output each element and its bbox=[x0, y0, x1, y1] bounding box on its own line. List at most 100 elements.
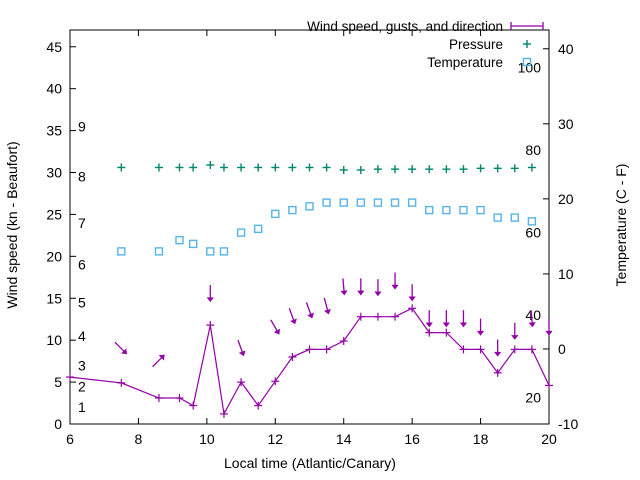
beaufort-label: 6 bbox=[78, 257, 86, 273]
wind-direction-arrow bbox=[357, 278, 365, 296]
arrow-shaft bbox=[270, 319, 279, 333]
beaufort-inner-labels: 1 2 3 4 5 6 7 8 9 bbox=[78, 118, 86, 415]
wind-speed-line bbox=[69, 307, 550, 416]
wind-direction-arrow bbox=[511, 322, 519, 340]
arrow-head bbox=[158, 354, 165, 361]
temperature-marker bbox=[154, 247, 164, 256]
wind-direction-arrow bbox=[391, 272, 399, 290]
y2-axis-title: Temperature (C - F) bbox=[613, 164, 629, 287]
plot-border bbox=[69, 29, 550, 425]
legend-label-0: Wind speed, gusts, and direction bbox=[307, 19, 503, 34]
beaufort-label: 7 bbox=[78, 215, 86, 231]
y-tick-label: 30 bbox=[46, 165, 62, 181]
fahrenheit-label: 80 bbox=[525, 142, 541, 158]
y-axis-title: Wind speed (kn - Beaufort) bbox=[4, 141, 20, 308]
arrow-head bbox=[528, 322, 536, 328]
beaufort-label: 9 bbox=[78, 118, 86, 134]
temperature-marker bbox=[510, 213, 519, 222]
y-tick-label: 20 bbox=[46, 248, 62, 264]
wind-direction-arrow bbox=[288, 308, 297, 325]
arrow-shaft bbox=[305, 302, 312, 316]
wind-direction-arrow bbox=[270, 319, 281, 335]
wind-direction-arrow bbox=[476, 318, 485, 336]
temperature-marker bbox=[356, 198, 366, 207]
arrow-shaft bbox=[342, 278, 345, 293]
arrow-head bbox=[545, 330, 553, 336]
fahrenheit-label: 40 bbox=[525, 307, 541, 323]
arrow-head bbox=[206, 297, 214, 303]
plot-frame bbox=[69, 29, 550, 425]
fahrenheit-label: 60 bbox=[525, 225, 541, 241]
arrow-head bbox=[121, 348, 128, 355]
temperature-marker bbox=[219, 247, 229, 256]
y2-tick-label: 40 bbox=[558, 41, 574, 57]
arrow-head bbox=[307, 312, 315, 319]
wind-direction-arrow bbox=[528, 310, 536, 328]
arrow-head bbox=[273, 328, 281, 335]
y2-tick-label: 30 bbox=[558, 116, 574, 132]
y-axis-ticks: 0 5 10 15 20 25 30 35 40 45 bbox=[46, 39, 76, 432]
y-tick-label: 40 bbox=[46, 81, 62, 97]
x-tick-label: 8 bbox=[135, 431, 143, 447]
fahrenheit-inner-labels: 20 40 60 80 100 bbox=[518, 60, 542, 406]
wind-direction-arrow bbox=[206, 285, 214, 303]
y2-tick-label: -10 bbox=[558, 416, 578, 432]
arrow-head bbox=[476, 330, 485, 336]
temperature-marker bbox=[407, 198, 417, 207]
temperature-marker bbox=[373, 198, 383, 207]
temperature-marker bbox=[390, 198, 400, 207]
beaufort-label: 2 bbox=[78, 378, 86, 394]
y-tick-label: 15 bbox=[46, 290, 62, 306]
x-tick-label: 16 bbox=[404, 431, 420, 447]
y-tick-label: 35 bbox=[46, 123, 62, 139]
wind-direction-arrow bbox=[340, 278, 348, 296]
arrow-head bbox=[459, 322, 468, 328]
arrow-head bbox=[391, 284, 399, 290]
temperature-marker bbox=[527, 217, 537, 226]
wind-direction-arrow bbox=[494, 339, 502, 357]
arrow-shaft bbox=[152, 356, 163, 368]
beaufort-label: 8 bbox=[78, 169, 86, 185]
temperature-marker bbox=[305, 202, 314, 211]
temperature-marker bbox=[476, 205, 485, 215]
arrow-head bbox=[374, 291, 382, 297]
y-tick-label: 10 bbox=[46, 332, 62, 348]
x-tick-label: 10 bbox=[199, 431, 215, 447]
wind-direction-arrow bbox=[114, 341, 128, 355]
beaufort-label: 4 bbox=[78, 328, 86, 344]
arrow-shaft bbox=[530, 310, 533, 325]
wind-direction-arrow bbox=[305, 302, 315, 319]
arrow-head bbox=[494, 351, 502, 357]
arrow-head bbox=[442, 322, 450, 328]
beaufort-label: 3 bbox=[78, 357, 86, 373]
arrow-head bbox=[357, 290, 365, 296]
x-axis-title: Local time (Atlantic/Canary) bbox=[224, 455, 396, 471]
temperature-marker bbox=[117, 247, 126, 256]
legend-label-2: Temperature bbox=[427, 55, 503, 70]
wind-direction-arrow bbox=[442, 310, 450, 328]
wind-direction-arrow bbox=[374, 279, 382, 297]
fahrenheit-label: 100 bbox=[518, 60, 542, 76]
legend-sample-square bbox=[522, 57, 532, 67]
temperature-marker bbox=[288, 205, 297, 215]
arrow-shaft bbox=[237, 339, 244, 354]
temperature-marker bbox=[175, 235, 184, 245]
temperature-marker bbox=[206, 247, 215, 256]
x-axis-ticks: 6 8 10 12 14 16 18 20 bbox=[66, 30, 557, 447]
y-tick-label: 45 bbox=[46, 39, 62, 55]
temperature-marker bbox=[271, 209, 280, 219]
arrow-head bbox=[238, 350, 246, 357]
wind-direction-arrow bbox=[323, 297, 331, 315]
y2-axis-ticks: -10 0 10 20 30 40 bbox=[543, 41, 578, 432]
wind-direction-arrow bbox=[425, 310, 433, 328]
x-tick-label: 14 bbox=[336, 431, 352, 447]
y-tick-label: 25 bbox=[46, 206, 62, 222]
legend: Wind speed, gusts, and direction Pressure… bbox=[307, 19, 544, 70]
y2-tick-label: 10 bbox=[558, 266, 574, 282]
arrow-head bbox=[323, 308, 331, 315]
wind-direction-arrow bbox=[152, 354, 165, 368]
arrow-shaft bbox=[288, 308, 295, 322]
x-tick-label: 12 bbox=[267, 431, 283, 447]
